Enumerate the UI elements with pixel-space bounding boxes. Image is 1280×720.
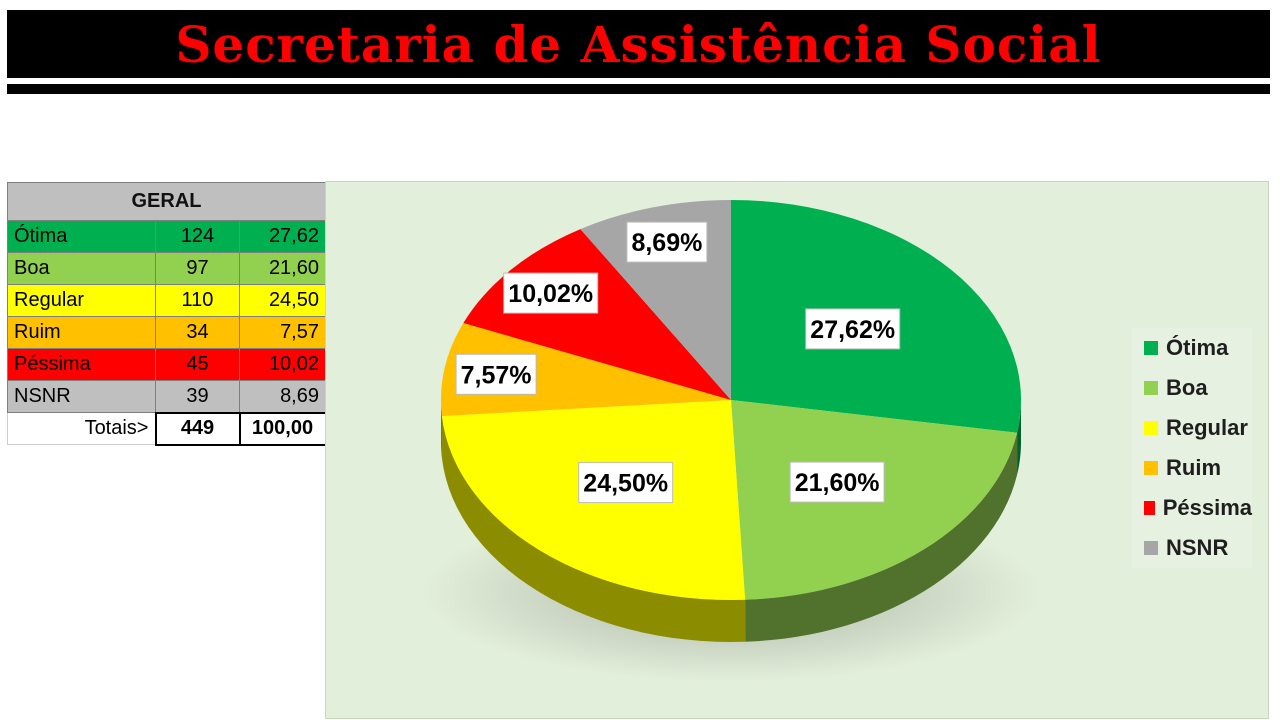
title-divider	[7, 84, 1270, 94]
table-row: Ótima 124 27,62	[7, 220, 326, 253]
row-label: Ruim	[7, 316, 156, 349]
pie-labels: 27,62% 21,60% 24,50% 7,57% 10,02% 8,69%	[455, 221, 901, 504]
summary-table: GERAL Ótima 124 27,62 Boa 97 21,60 Regul…	[7, 182, 327, 446]
pie-data-label-box	[455, 353, 537, 395]
pie-data-label-box	[578, 462, 674, 504]
table-row: Boa 97 21,60	[7, 252, 326, 285]
row-percent: 8,69	[239, 380, 326, 413]
row-percent: 21,60	[239, 252, 326, 285]
pie-data-label: 24,50%	[578, 462, 674, 504]
pie-chart-area: 27,62% 21,60% 24,50% 7,57% 10,02% 8,69% Ótima…	[325, 181, 1269, 719]
legend-swatch	[1144, 541, 1158, 555]
page-title: Secretaria de Assistência Social	[175, 14, 1102, 74]
legend-label: Ruim	[1166, 455, 1221, 480]
pie-data-label: 27,62%	[805, 308, 901, 350]
row-percent: 27,62	[239, 220, 326, 253]
row-percent: 7,57	[239, 316, 326, 349]
pie-data-label-box	[503, 272, 599, 314]
legend-item: NSNR	[1132, 528, 1252, 568]
pie-slice-side-ótima	[1017, 400, 1021, 475]
pie-data-label-text: 27,62%	[810, 316, 895, 344]
pie-top	[441, 200, 1022, 601]
legend-swatch	[1144, 501, 1155, 515]
pie-data-label-text: 7,57%	[461, 361, 532, 389]
row-label: Ótima	[7, 220, 156, 253]
table-header: GERAL	[7, 182, 326, 221]
pie-data-label: 8,69%	[626, 221, 708, 263]
row-count: 110	[155, 284, 240, 317]
pie-data-label: 7,57%	[455, 353, 537, 395]
totals-count: 449	[154, 411, 241, 446]
pie-slice-péssima	[463, 229, 731, 400]
row-count: 124	[155, 220, 240, 253]
legend-item: Boa	[1132, 368, 1252, 408]
pie-data-label-box	[789, 461, 885, 503]
row-count: 39	[155, 380, 240, 413]
legend-swatch	[1144, 421, 1158, 435]
totals-row: Totais> 449 100,00	[7, 411, 327, 446]
row-label: Péssima	[7, 348, 156, 381]
legend-swatch	[1144, 381, 1158, 395]
legend-label: Péssima	[1162, 495, 1252, 520]
table-row: Ruim 34 7,57	[7, 316, 326, 349]
row-count: 97	[155, 252, 240, 285]
row-percent: 10,02	[239, 348, 326, 381]
title-bar: Secretaria de Assistência Social	[7, 10, 1270, 78]
legend-swatch	[1144, 461, 1158, 475]
pie-sides	[441, 400, 1021, 642]
table-row: Péssima 45 10,02	[7, 348, 326, 381]
legend-label: Boa	[1166, 375, 1208, 400]
legend-item: Ótima	[1132, 328, 1252, 368]
legend: Ótima Boa Regular Ruim Péssima NSNR	[1132, 328, 1252, 568]
pie-data-label: 10,02%	[503, 272, 599, 314]
table-row: Regular 110 24,50	[7, 284, 326, 317]
pie-slice-side-boa	[745, 432, 1018, 642]
totals-percent: 100,00	[238, 411, 327, 446]
pie-data-label-text: 10,02%	[508, 280, 593, 308]
table-header-row: GERAL	[7, 182, 326, 221]
legend-label: NSNR	[1166, 535, 1229, 560]
row-count: 34	[155, 316, 240, 349]
legend-item: Regular	[1132, 408, 1252, 448]
legend-item: Ruim	[1132, 448, 1252, 488]
legend-label: Ótima	[1166, 335, 1229, 360]
pie-data-label: 21,60%	[789, 461, 885, 503]
pie-data-label-box	[626, 221, 708, 263]
row-count: 45	[155, 348, 240, 381]
row-label: NSNR	[7, 380, 156, 413]
table-row: NSNR 39 8,69	[7, 380, 326, 413]
pie-chart: 27,62% 21,60% 24,50% 7,57% 10,02% 8,69%	[421, 200, 1041, 682]
row-label: Regular	[7, 284, 156, 317]
row-label: Boa	[7, 252, 156, 285]
totals-label: Totais>	[7, 412, 156, 445]
pie-slice-side-ruim	[441, 400, 442, 459]
pie-data-label-text: 8,69%	[631, 229, 702, 257]
row-percent: 24,50	[239, 284, 326, 317]
pie-data-label-text: 24,50%	[583, 470, 668, 498]
legend-swatch	[1144, 341, 1158, 355]
pie-data-label-box	[805, 308, 901, 350]
legend-label: Regular	[1166, 415, 1248, 440]
pie-data-label-text: 21,60%	[795, 469, 880, 497]
pie-slice-side-regular	[441, 416, 746, 642]
legend-item: Péssima	[1132, 488, 1252, 528]
